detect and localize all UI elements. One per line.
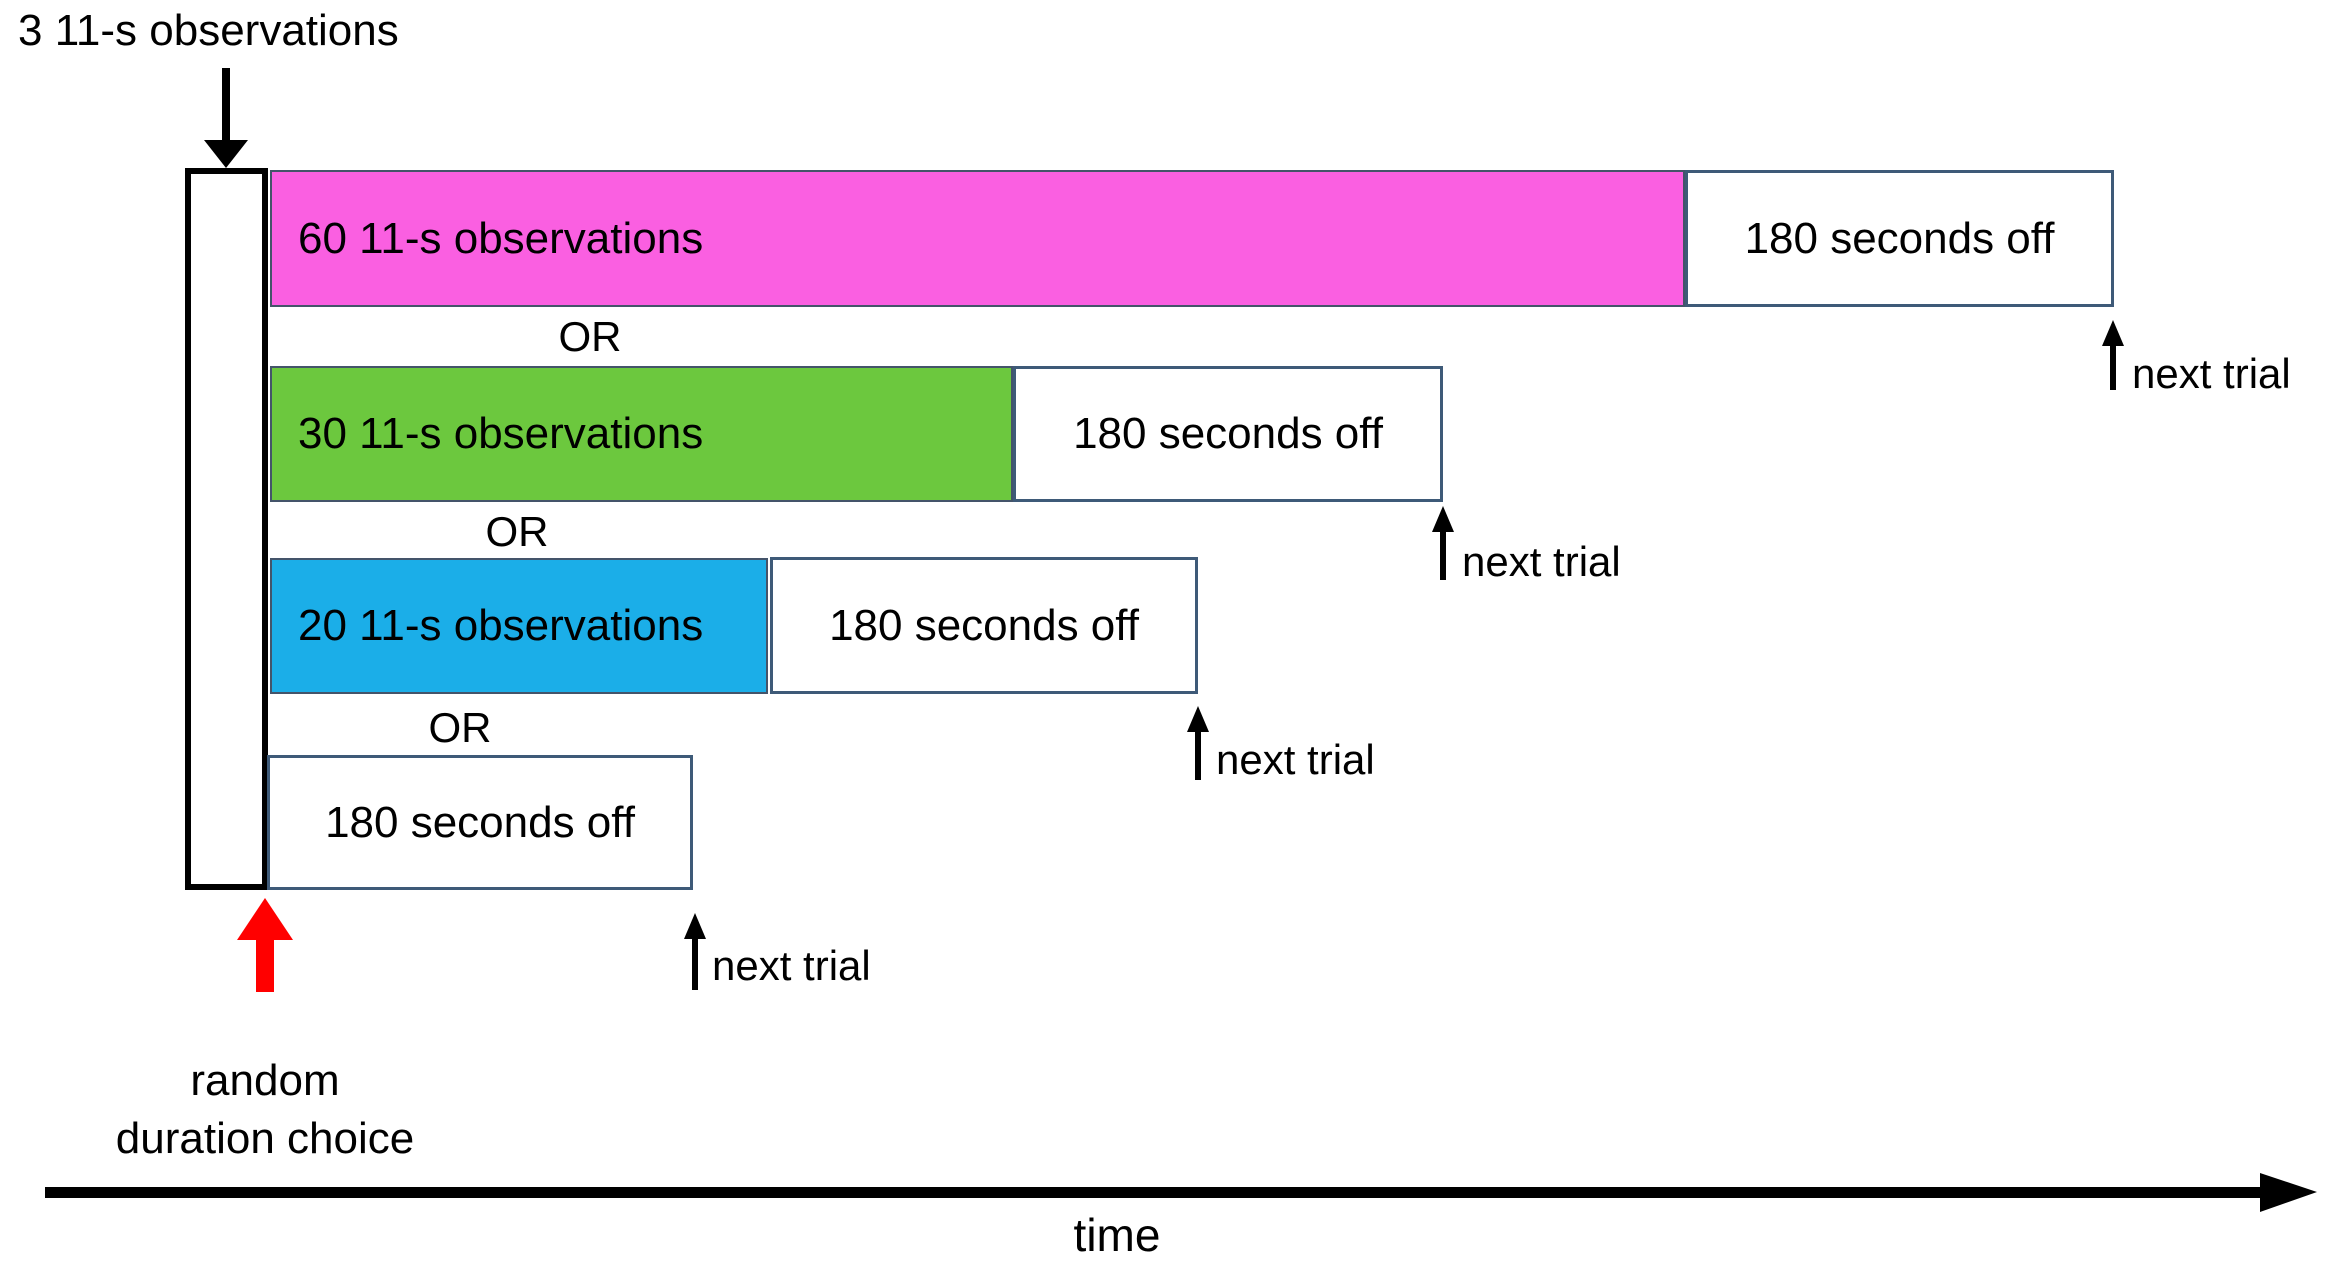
next-trial-label-row3: next trial <box>1216 736 1375 783</box>
initial-arrow-head <box>204 140 248 168</box>
next-arrow-shaft <box>692 935 698 990</box>
off-box-row2: 180 seconds off <box>1013 366 1443 502</box>
next-arrow-shaft <box>1195 728 1201 780</box>
red-arrow-head <box>237 898 293 940</box>
off-box-row2-label: 180 seconds off <box>1073 409 1383 458</box>
observation-bar-30: 30 11-s observations <box>270 366 1013 502</box>
random-duration-choice-line1: random <box>190 1056 340 1105</box>
or-label-2: OR <box>485 508 549 555</box>
off-box-row3: 180 seconds off <box>770 557 1198 694</box>
next-trial-label-row1: next trial <box>2132 350 2291 397</box>
initial-trial-box <box>185 168 268 890</box>
initial-observation-arrow-icon <box>204 68 248 168</box>
off-box-row1: 180 seconds off <box>1685 170 2114 307</box>
off-box-row1-label: 180 seconds off <box>1744 213 2055 263</box>
next-trial-label-row4: next trial <box>712 942 871 989</box>
time-axis-head <box>2260 1173 2317 1212</box>
time-axis-label: time <box>1073 1209 1161 1261</box>
initial-observations-label: 3 11-s observations <box>18 6 399 55</box>
observation-bar-20-label: 20 11-s observations <box>298 601 704 650</box>
next-trial-arrow-row3-icon <box>1187 706 1209 780</box>
observation-bar-60-label: 60 11-s observations <box>298 213 704 263</box>
observation-bar-60: 60 11-s observations <box>270 170 1685 307</box>
next-arrow-shaft <box>1440 528 1446 580</box>
off-box-row3-label: 180 seconds off <box>829 600 1139 650</box>
random-duration-choice-label: random duration choice <box>40 1052 490 1168</box>
next-arrow-head <box>2102 320 2124 346</box>
next-arrow-head <box>1187 706 1209 732</box>
next-trial-label-row2: next trial <box>1462 538 1621 585</box>
observation-bar-30-label: 30 11-s observations <box>298 409 704 458</box>
initial-arrow-shaft <box>222 68 230 144</box>
random-duration-choice-arrow-icon <box>237 898 293 992</box>
off-box-row4-label: 180 seconds off <box>325 797 635 847</box>
time-axis-arrow-icon <box>45 1173 2317 1212</box>
observation-bar-20: 20 11-s observations <box>270 558 768 694</box>
next-trial-arrow-row2-icon <box>1432 506 1454 580</box>
next-trial-arrow-row4-icon <box>684 913 706 990</box>
time-axis-shaft <box>45 1187 2263 1198</box>
next-trial-arrow-row1-icon <box>2102 320 2124 390</box>
red-arrow-shaft <box>256 934 274 992</box>
off-box-row4: 180 seconds off <box>267 755 693 890</box>
next-arrow-head <box>1432 506 1454 532</box>
or-label-3: OR <box>428 704 492 751</box>
next-arrow-head <box>684 913 706 939</box>
next-arrow-shaft <box>2110 342 2116 390</box>
or-label-1: OR <box>558 313 622 360</box>
random-duration-choice-line2: duration choice <box>115 1114 415 1163</box>
